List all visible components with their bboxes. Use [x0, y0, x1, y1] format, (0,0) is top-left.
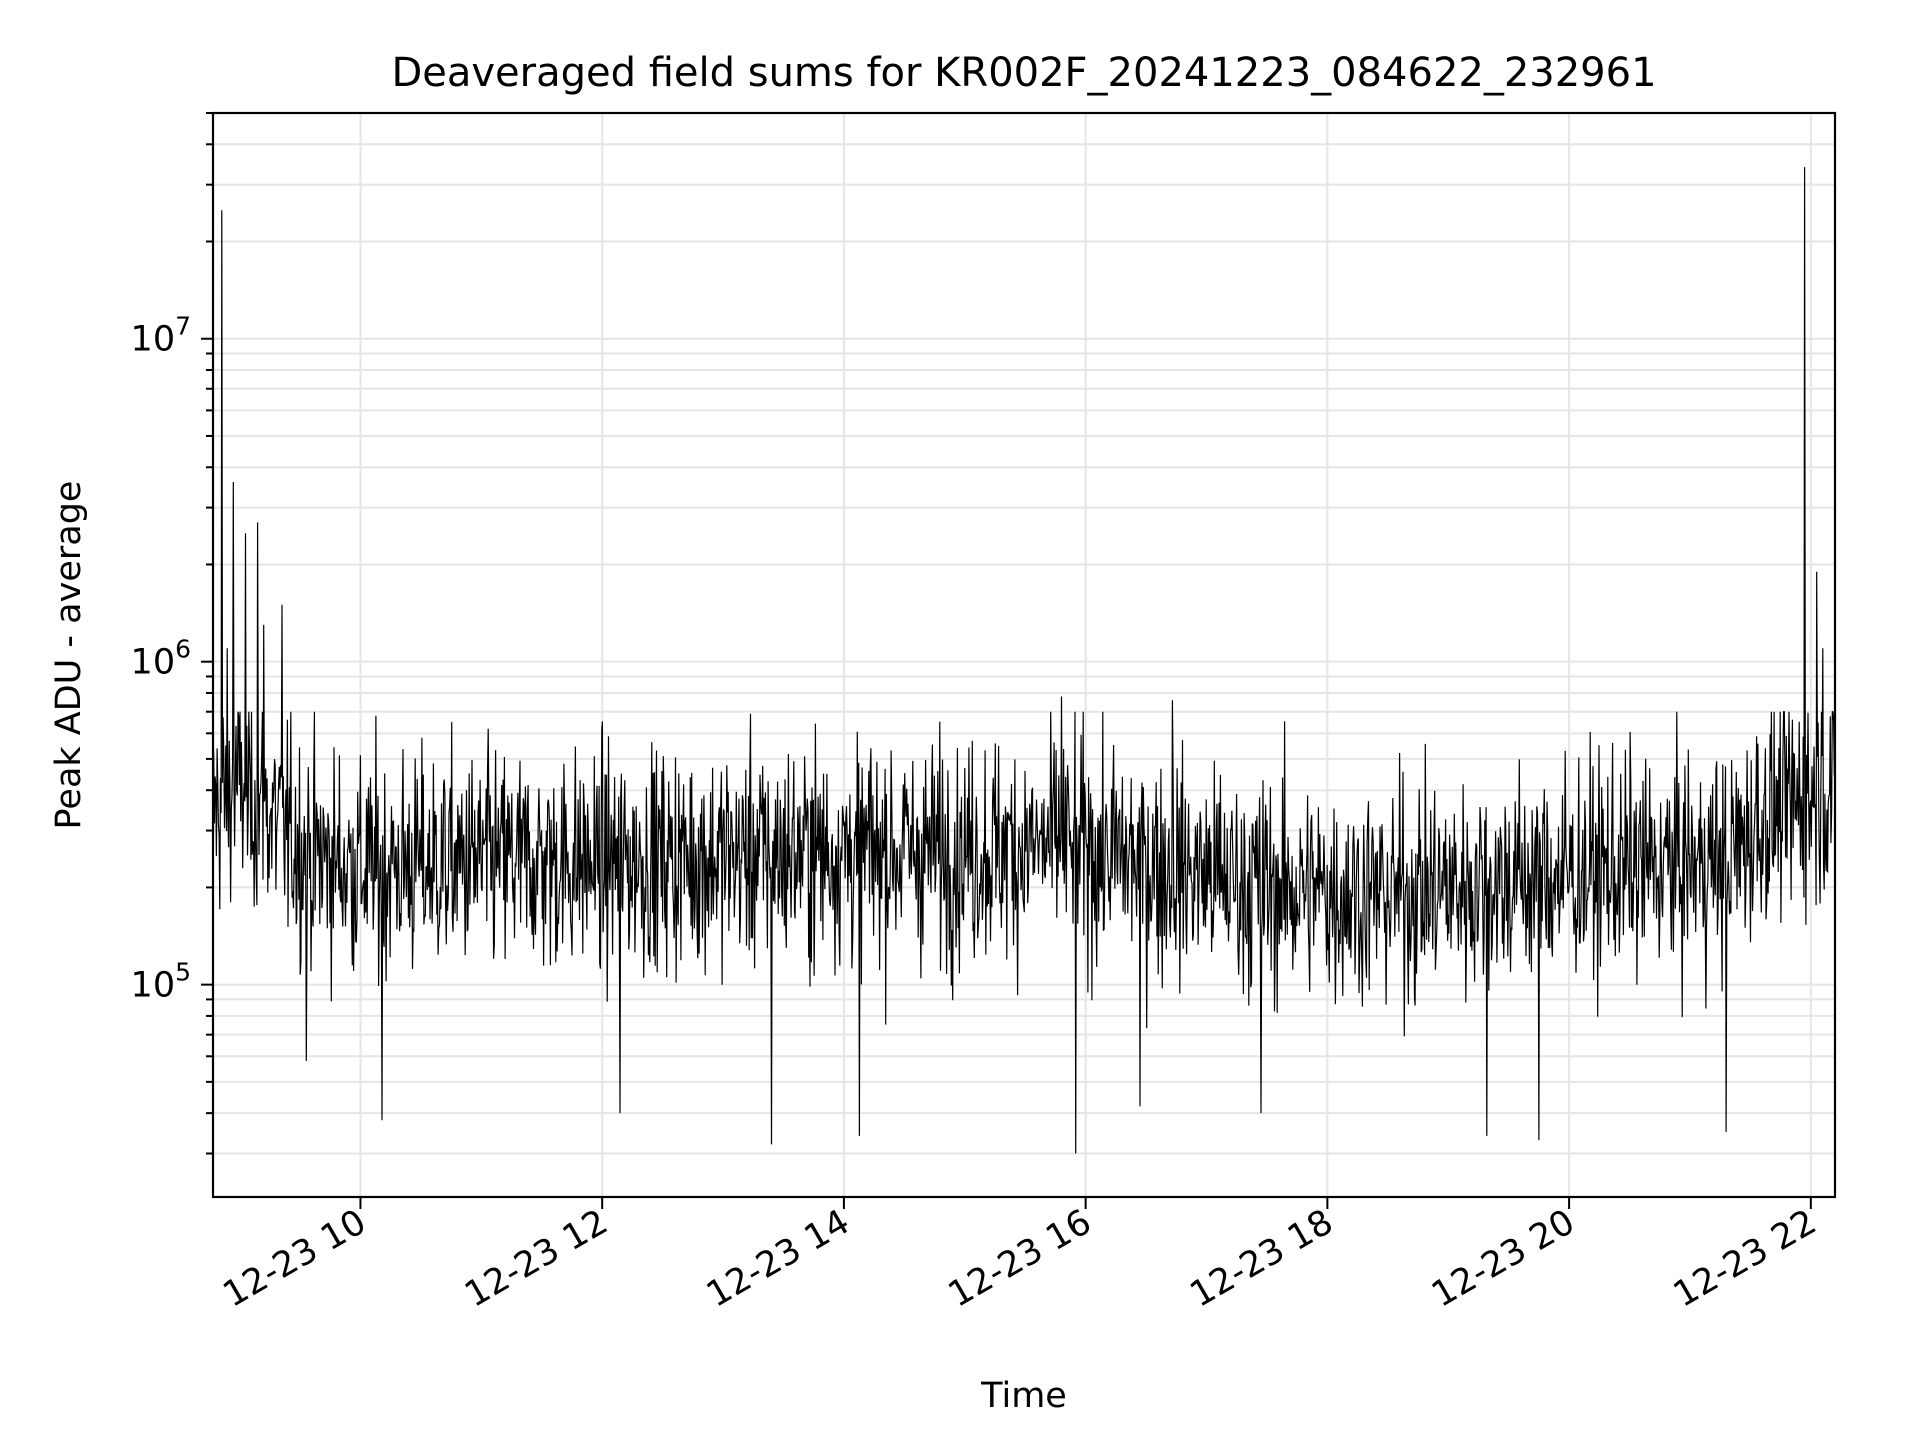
y-axis-label: Peak ADU - average — [49, 481, 89, 830]
series-line — [213, 167, 1835, 1154]
x-tick-label: 12-23 22 — [1667, 1202, 1823, 1315]
x-tick-label: 12-23 16 — [942, 1202, 1098, 1315]
plot-area — [213, 167, 1835, 1154]
x-tick-label: 12-23 14 — [700, 1202, 856, 1315]
x-tick-label: 12-23 18 — [1184, 1202, 1340, 1315]
chart-title: Deaveraged field sums for KR002F_2024122… — [391, 50, 1656, 96]
y-tick-label: 106 — [131, 635, 191, 683]
plot-frame — [211, 111, 1837, 1199]
x-axis-label: Time — [980, 1376, 1067, 1416]
x-tick-label: 12-23 20 — [1425, 1202, 1581, 1315]
x-tick-label: 12-23 12 — [458, 1202, 614, 1315]
grid-lines — [213, 112, 1835, 1197]
y-tick-label: 107 — [131, 312, 191, 360]
x-tick-label: 12-23 10 — [217, 1202, 373, 1315]
y-tick-label: 105 — [131, 958, 191, 1006]
